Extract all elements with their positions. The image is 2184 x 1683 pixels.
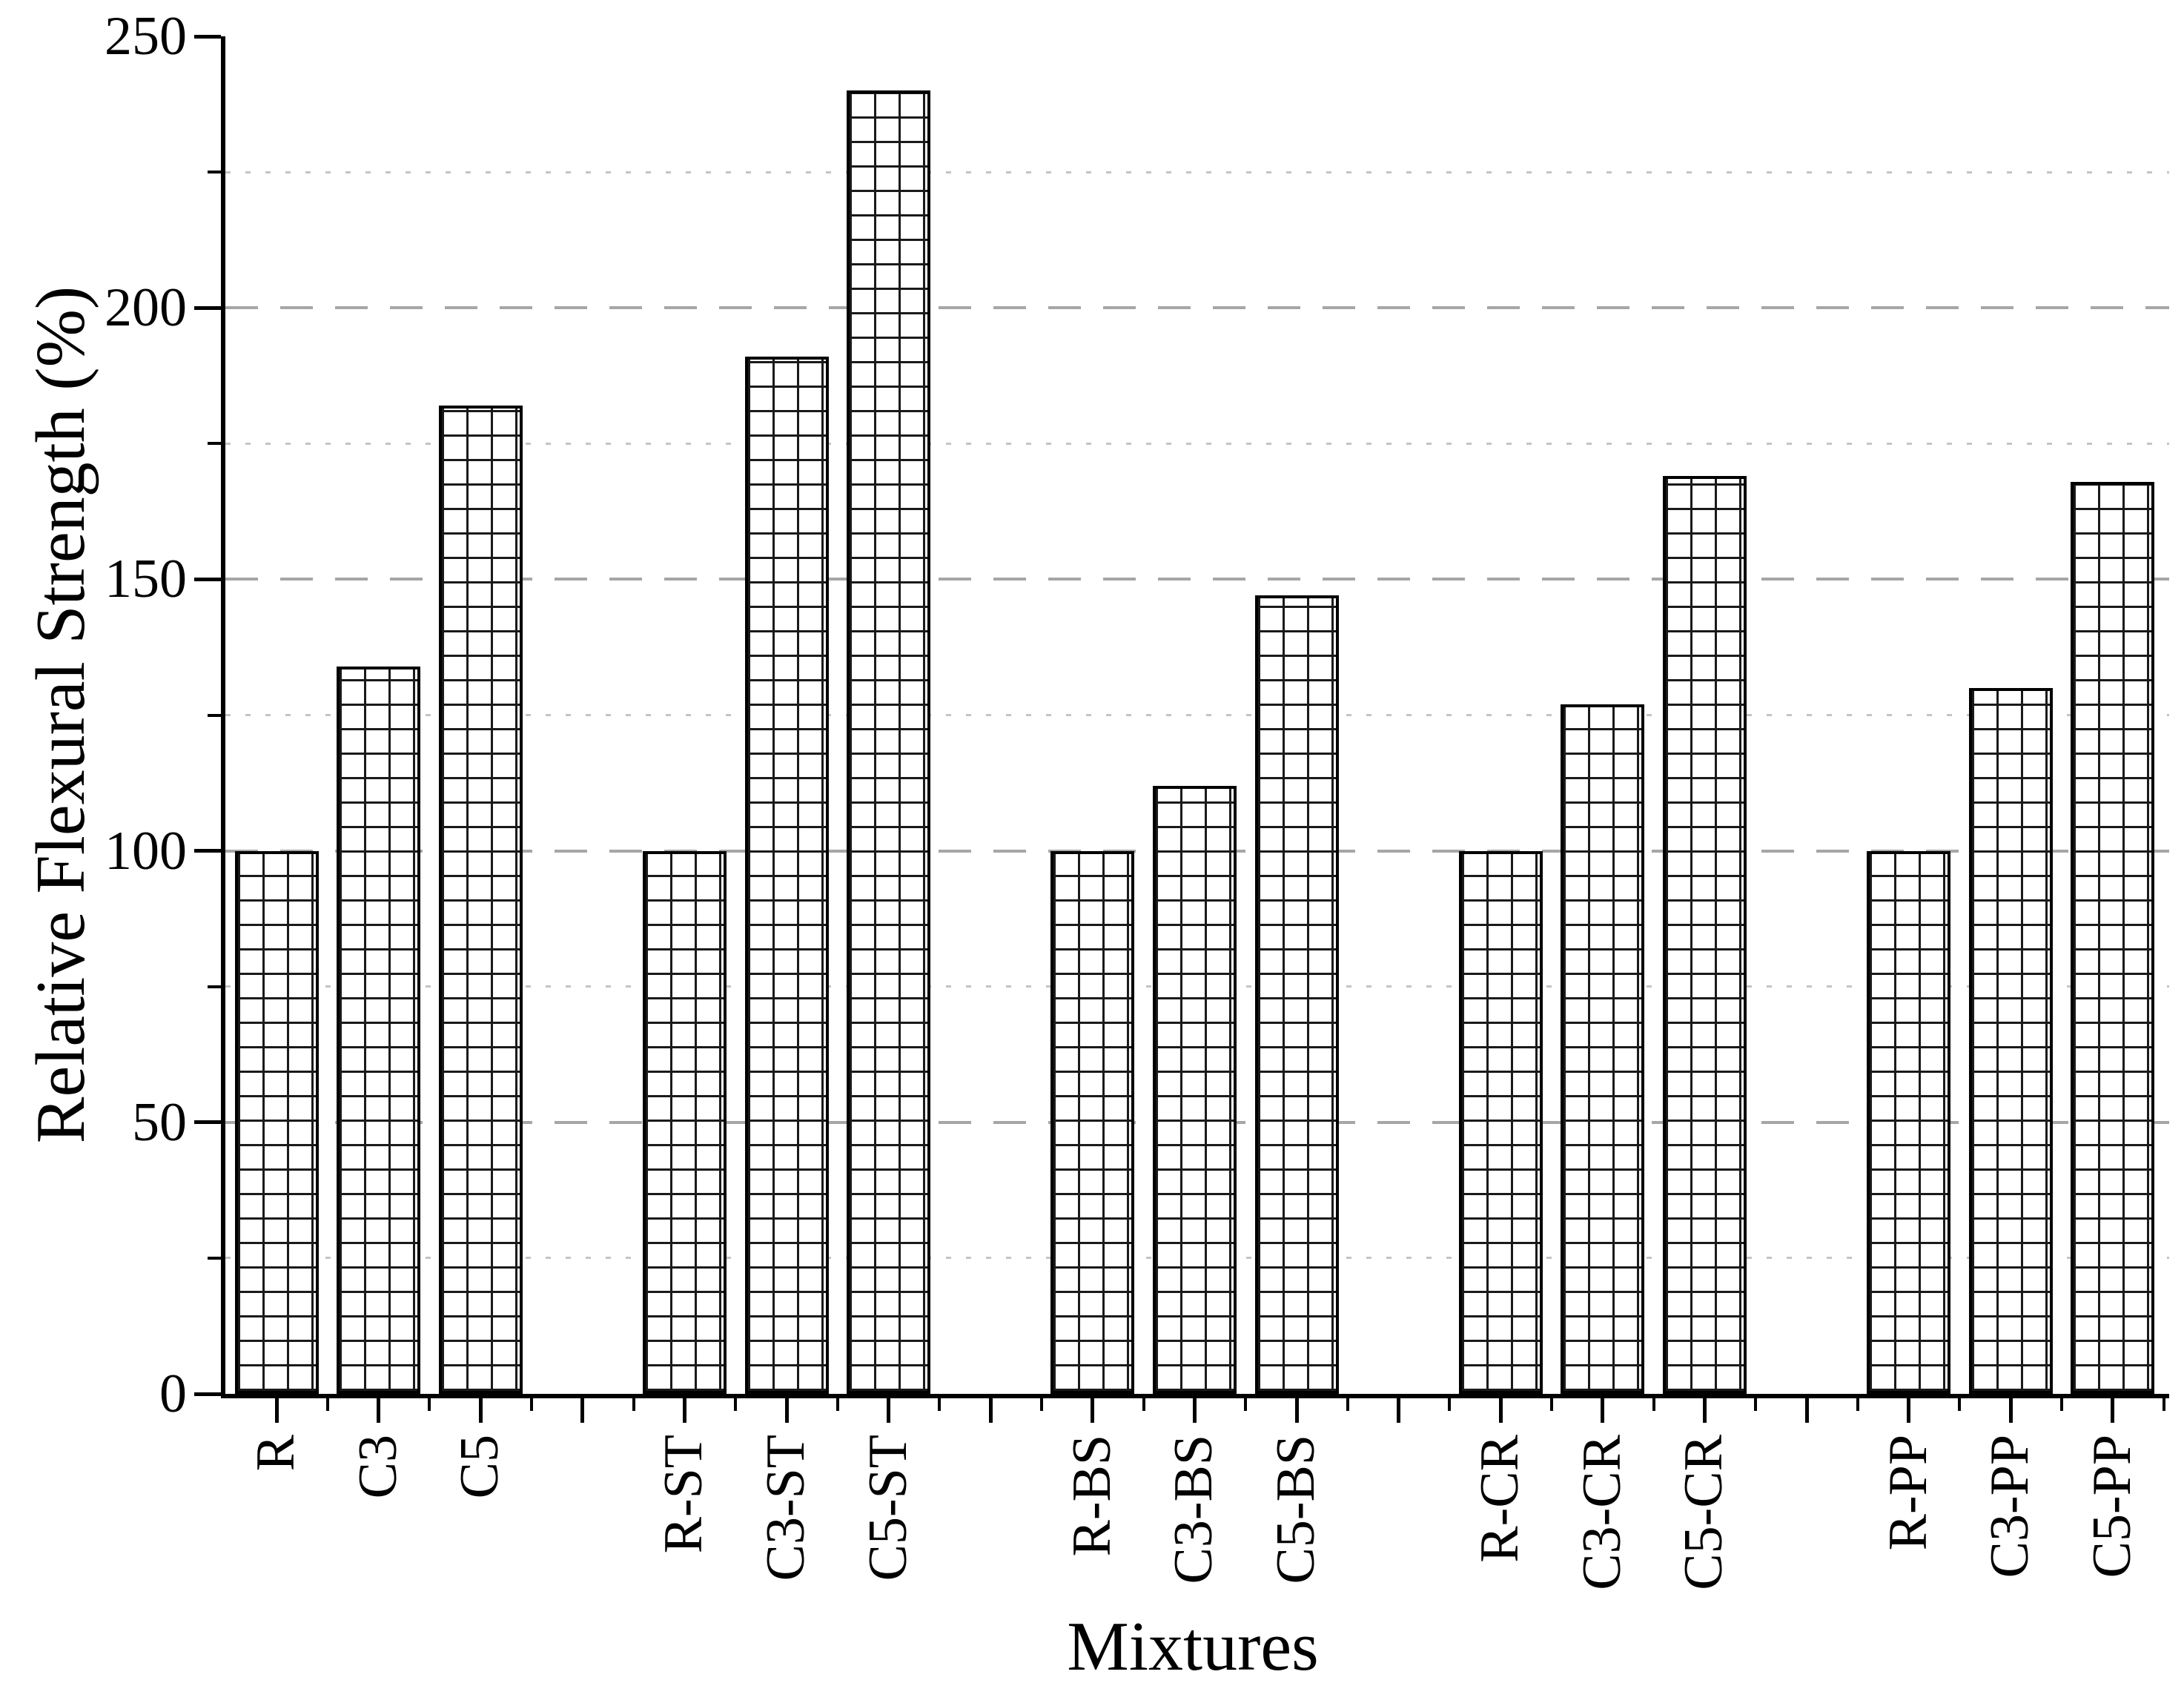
x-tick-major-slot-15 [1804,1398,1809,1423]
x-tick-label-text-C3-ST: C3-ST [755,1435,816,1581]
x-tick-major-slot-0 [274,1398,279,1423]
x-tick-label-text-C3-CR: C3-CR [1571,1435,1632,1590]
bar-R [234,850,319,1394]
x-tick-major-slot-10 [1294,1398,1299,1423]
x-tick-label-text-C5-BS: C5-BS [1265,1435,1326,1584]
x-tick-label-text-R-ST: R-ST [653,1435,715,1554]
x-tick-label-text-C5-PP: C5-PP [2081,1435,2142,1578]
bar-C3-CR [1561,704,1645,1394]
x-tick-major-slot-16 [1907,1398,1911,1423]
bar-C5-BS [1254,595,1339,1394]
x-tick-label-text-C3-PP: C3-PP [1979,1435,2041,1578]
y-tick-label-0: 0 [159,1363,187,1424]
x-tick-major-slot-2 [478,1398,483,1423]
x-tick-minor-slot-16 [1958,1398,1962,1411]
bar-R-BS [1050,850,1135,1394]
y-tick-label-250: 250 [105,6,187,67]
x-tick-minor-slot-10 [1346,1398,1349,1411]
x-tick-major-slot-17 [2008,1398,2013,1423]
x-tick-major-slot-6 [887,1398,891,1423]
x-tick-major-slot-14 [1702,1398,1707,1423]
y-tick-label-200: 200 [105,277,187,339]
x-tick-minor-slot-0 [325,1398,329,1411]
x-tick-label-text-C5-ST: C5-ST [857,1435,919,1581]
bar-R-PP [1867,850,1951,1394]
x-tick-minor-slot-7 [1040,1398,1043,1411]
x-tick-major-slot-3 [580,1398,585,1423]
y-tick-minor-25 [208,1256,221,1260]
y-tick-major-150 [194,577,221,581]
x-tick-major-slot-1 [377,1398,381,1423]
gridline-minor-175 [225,442,2169,445]
bar-C5-PP [2071,481,2155,1394]
x-tick-minor-slot-6 [938,1398,942,1411]
y-tick-minor-175 [208,442,221,446]
bar-C5 [438,406,523,1394]
x-tick-major-slot-8 [1091,1398,1095,1423]
y-tick-major-250 [194,34,221,39]
x-tick-label-text-C5: C5 [449,1435,511,1499]
bar-C5-ST [847,90,931,1394]
x-tick-minor-slot-15 [1856,1398,1859,1411]
y-tick-major-200 [194,305,221,310]
x-tick-label-text-C5-CR: C5-CR [1673,1435,1735,1590]
y-tick-major-100 [194,849,221,853]
x-tick-minor-slot-9 [1244,1398,1248,1411]
x-tick-minor-slot-12 [1550,1398,1553,1411]
y-tick-minor-125 [208,713,221,717]
x-tick-major-slot-12 [1498,1398,1503,1423]
gridline-major-150 [225,578,2169,581]
y-tick-major-50 [194,1120,221,1125]
x-tick-minor-slot-1 [428,1398,431,1411]
x-tick-label-text-R-CR: R-CR [1469,1435,1531,1563]
x-tick-minor-slot-18 [2162,1398,2165,1411]
plot-area [194,34,2169,1423]
bar-R-ST [642,850,727,1394]
x-tick-label-text-C3: C3 [347,1435,408,1499]
y-tick-label-150: 150 [105,549,187,610]
gridline-major-200 [225,306,2169,310]
gridline-minor-225 [225,171,2169,173]
bar-C3-ST [744,357,829,1394]
x-tick-major-slot-4 [682,1398,686,1423]
y-tick-minor-225 [208,171,221,174]
x-tick-major-slot-18 [2111,1398,2115,1423]
y-tick-minor-75 [208,985,221,988]
bar-C3 [337,666,421,1394]
x-tick-label-text-C3-BS: C3-BS [1163,1435,1225,1584]
x-tick-major-slot-13 [1601,1398,1605,1423]
x-axis-title: Mixtures [1067,1608,1319,1683]
bar-C3-BS [1152,785,1237,1394]
x-tick-minor-slot-8 [1142,1398,1145,1411]
bar-C3-PP [1968,687,2053,1394]
x-tick-minor-slot-14 [1754,1398,1758,1411]
x-tick-major-slot-11 [1397,1398,1401,1423]
x-tick-major-slot-7 [988,1398,993,1423]
x-tick-minor-slot-3 [632,1398,635,1411]
x-tick-label-text-R: R [245,1435,306,1472]
y-axis-title-text: Relative Flexural Strength (%) [22,285,99,1144]
y-tick-label-100: 100 [105,820,187,882]
x-tick-minor-slot-5 [835,1398,839,1411]
x-tick-minor-slot-4 [734,1398,738,1411]
x-tick-minor-slot-13 [1652,1398,1655,1411]
bar-C5-CR [1662,476,1747,1394]
x-tick-major-slot-5 [784,1398,789,1423]
x-tick-minor-slot-17 [2060,1398,2063,1411]
x-tick-label-text-R-PP: R-PP [1877,1435,1939,1551]
bar-R-CR [1458,850,1543,1394]
x-tick-minor-slot-11 [1448,1398,1452,1411]
gridline-minor-125 [225,714,2169,716]
x-tick-label-text-R-BS: R-BS [1061,1435,1122,1557]
y-tick-major-0 [194,1392,221,1396]
x-tick-major-slot-9 [1192,1398,1197,1423]
y-tick-label-50: 50 [132,1091,187,1153]
x-tick-minor-slot-2 [530,1398,533,1411]
